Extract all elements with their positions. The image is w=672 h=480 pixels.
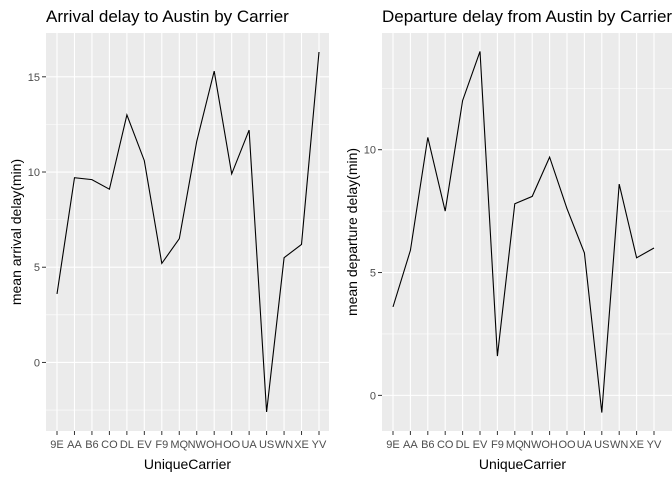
departure-chart-title: Departure delay from Austin by Carrier [382, 7, 672, 26]
x-tick-label: MQ [170, 439, 188, 451]
arrival-y-axis-title: mean arrival delay(min) [8, 159, 24, 305]
panel-departure: Departure delay from Austin by Carrier 0… [344, 7, 672, 472]
x-tick-label: US [594, 439, 609, 451]
x-tick-label: DL [456, 439, 470, 451]
x-tick-label: EV [137, 439, 152, 451]
x-tick-label: NW [188, 439, 207, 451]
y-tick-label: 5 [34, 262, 40, 274]
x-tick-label: OH [541, 439, 558, 451]
x-tick-label: UA [577, 439, 593, 451]
x-tick-label: AA [67, 439, 82, 451]
x-tick-label: B6 [85, 439, 98, 451]
x-tick-label: WN [610, 439, 628, 451]
x-tick-label: DL [120, 439, 134, 451]
y-tick-label: 10 [364, 145, 376, 157]
departure-series-line [392, 51, 655, 413]
departure-grid [382, 33, 672, 431]
x-tick-label: F9 [155, 439, 168, 451]
x-tick-label: CO [101, 439, 118, 451]
departure-x-axis-title: UniqueCarrier [479, 456, 566, 472]
y-tick-label: 10 [28, 167, 40, 179]
x-tick-label: CO [437, 439, 454, 451]
x-tick-label: F9 [491, 439, 504, 451]
arrival-plot-background [46, 33, 329, 431]
departure-x-axis: 9E AA B6 CO DL EV F9 MQ NW OH OO UA US WN XE YV [386, 431, 662, 451]
x-tick-label: 9E [50, 439, 63, 451]
y-tick-label: 15 [28, 72, 40, 84]
arrival-y-axis: 0 5 10 15 [28, 72, 46, 369]
x-tick-label: NW [523, 439, 542, 451]
x-tick-label: WN [275, 439, 293, 451]
departure-y-axis: 0 5 10 [364, 145, 382, 402]
x-tick-label: UA [241, 439, 257, 451]
x-tick-label: OO [223, 439, 241, 451]
x-tick-label: 9E [386, 439, 399, 451]
y-tick-label: 0 [34, 357, 40, 369]
arrival-grid [46, 33, 329, 431]
x-tick-label: XE [629, 439, 644, 451]
departure-y-axis-title: mean departure delay(min) [344, 148, 360, 316]
x-tick-label: OO [558, 439, 576, 451]
x-tick-label: XE [294, 439, 309, 451]
arrival-x-axis-title: UniqueCarrier [144, 456, 231, 472]
x-tick-label: YV [647, 439, 662, 451]
y-tick-label: 5 [370, 268, 376, 280]
x-tick-label: OH [206, 439, 223, 451]
arrival-x-axis: 9E AA B6 CO DL EV F9 MQ NW OH OO UA US WN XE YV [50, 431, 327, 451]
x-tick-label: MQ [506, 439, 524, 451]
x-tick-label: US [259, 439, 274, 451]
x-tick-label: YV [312, 439, 327, 451]
x-tick-label: AA [403, 439, 418, 451]
arrival-series-line [56, 51, 320, 413]
panel-arrival: Arrival delay to Austin by Carrier 0 5 10 1… [8, 7, 329, 472]
departure-plot-background [382, 33, 672, 431]
x-tick-label: EV [473, 439, 488, 451]
y-tick-label: 0 [370, 390, 376, 402]
x-tick-label: B6 [421, 439, 434, 451]
arrival-chart-title: Arrival delay to Austin by Carrier [46, 7, 289, 26]
